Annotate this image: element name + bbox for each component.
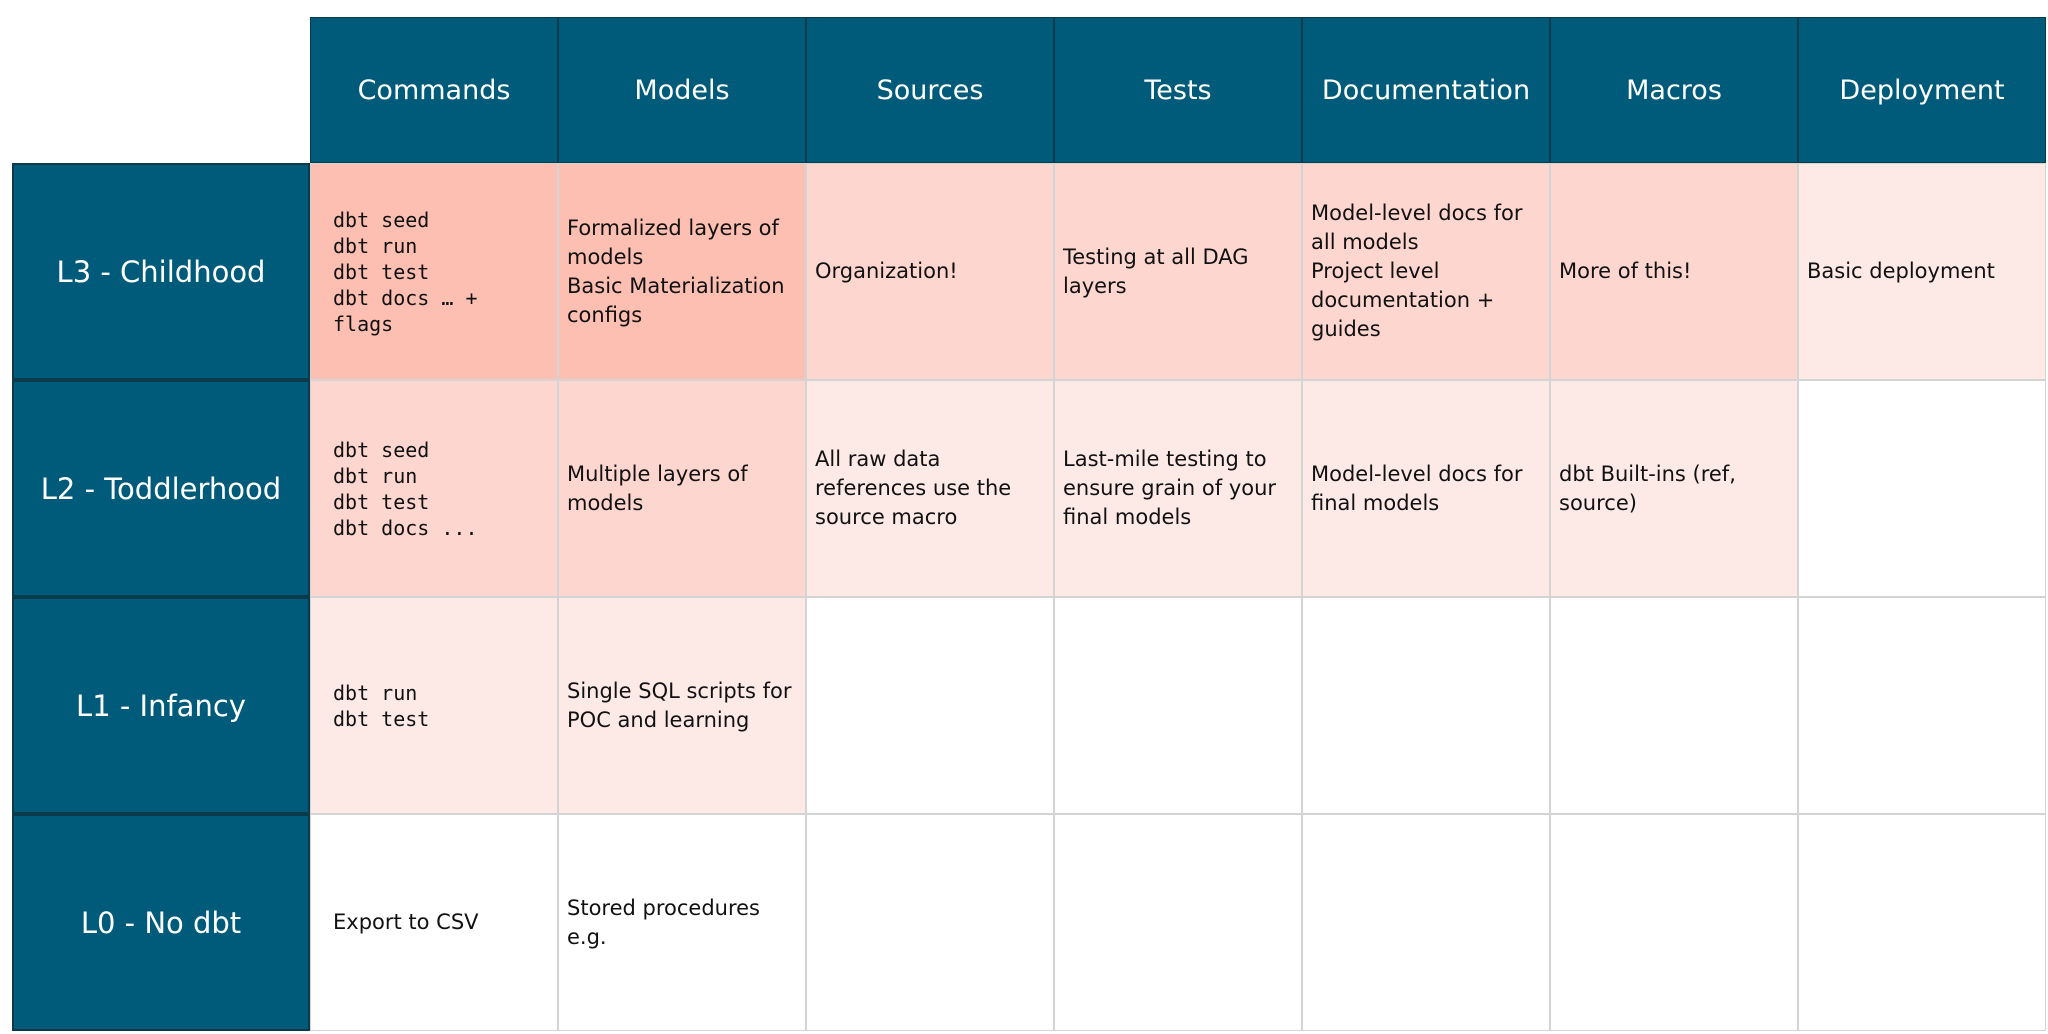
table-cell: Model-level docs for final models (1302, 380, 1550, 597)
table-cell: dbt Built-ins (ref, source) (1550, 380, 1798, 597)
cell-line: dbt test (333, 489, 430, 514)
cell-line: dbt seed (333, 207, 430, 232)
table-cell (1798, 380, 2046, 597)
table-cell (1798, 597, 2046, 814)
column-header: Commands (310, 17, 558, 163)
column-header: Deployment (1798, 17, 2046, 163)
table-cell: More of this! (1550, 163, 1798, 380)
cell-line: dbt docs … + flags (333, 285, 490, 336)
cell-line: Last-mile testing to ensure grain of you… (1063, 447, 1277, 529)
cell-line: Testing at all DAG layers (1063, 244, 1249, 298)
table-cell: Multiple layers of models (558, 380, 806, 597)
row-label: L0 - No dbt (12, 814, 310, 1031)
table-cell: dbt seed dbt run dbt test dbt docs ... (310, 380, 558, 597)
cell-line: Model-level docs for final models (1311, 461, 1523, 515)
cell-line: Formalized layers of models (567, 215, 779, 269)
cell-line: More of this! (1559, 259, 1692, 283)
cell-line: dbt run (333, 463, 418, 488)
table-cell (1054, 814, 1302, 1031)
cell-line: dbt test (333, 259, 430, 284)
row-label: L3 - Childhood (12, 163, 310, 380)
table-cell (1302, 814, 1550, 1031)
corner (12, 17, 310, 163)
table-cell (1798, 814, 2046, 1031)
table-cell: Basic deployment (1798, 163, 2046, 380)
cell-line: Basic Materialization configs (567, 273, 785, 327)
table-cell (1302, 597, 1550, 814)
cell-line: All raw data references use the source m… (815, 447, 1012, 529)
cell-line: Export to CSV (333, 910, 479, 934)
table-cell: Testing at all DAG layers (1054, 163, 1302, 380)
table-cell: Last-mile testing to ensure grain of you… (1054, 380, 1302, 597)
table-cell: Single SQL scripts for POC and learning (558, 597, 806, 814)
cell-line: Multiple layers of models (567, 461, 748, 515)
cell-line: Stored procedures e.g. (567, 895, 760, 949)
table-cell: Export to CSV (310, 814, 558, 1031)
cell-line: dbt docs ... (333, 515, 478, 540)
cell-line: dbt run (333, 233, 418, 258)
table-cell (1550, 814, 1798, 1031)
table-cell: Organization! (806, 163, 1054, 380)
column-header: Documentation (1302, 17, 1550, 163)
table-cell: dbt run dbt test (310, 597, 558, 814)
table-cell: All raw data references use the source m… (806, 380, 1054, 597)
table-cell (806, 597, 1054, 814)
column-header: Models (558, 17, 806, 163)
table-cell: Model-level docs for all models Project l… (1302, 163, 1550, 380)
column-header: Tests (1054, 17, 1302, 163)
cell-line: Single SQL scripts for POC and learning (567, 678, 792, 732)
row-label: L2 - Toddlerhood (12, 380, 310, 597)
cell-line: dbt test (333, 706, 430, 731)
table-cell: dbt seed dbt run dbt test dbt docs … + flag… (310, 163, 558, 380)
cell-line: dbt run (333, 680, 418, 705)
cell-line: Model-level docs for all models (1311, 201, 1523, 254)
cell-line: Project level documentation + guides (1311, 259, 1495, 341)
column-header: Macros (1550, 17, 1798, 163)
table-cell: Stored procedures e.g. (558, 814, 806, 1031)
column-header: Sources (806, 17, 1054, 163)
cell-line: Organization! (815, 259, 958, 283)
cell-line: Basic deployment (1807, 259, 1995, 283)
table-cell (1550, 597, 1798, 814)
maturity-table: Commands Models Sources Tests Documentation M… (12, 17, 2046, 1031)
cell-line: dbt seed (333, 437, 430, 462)
table-cell (806, 814, 1054, 1031)
cell-line: dbt Built-ins (ref, source) (1559, 461, 1736, 515)
table-cell: Formalized layers of models Basic Materia… (558, 163, 806, 380)
table-cell (1054, 597, 1302, 814)
row-label: L1 - Infancy (12, 597, 310, 814)
